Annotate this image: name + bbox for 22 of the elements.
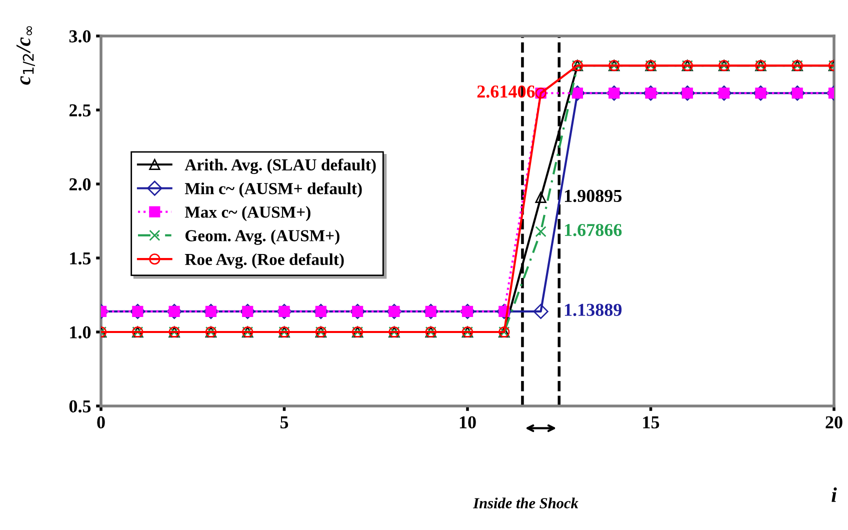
legend-label: Max c~ (AUSM+) — [184, 206, 310, 222]
x-tick-label: 5 — [280, 416, 288, 428]
text: Inside the Shock — [472, 498, 578, 508]
data-label: 1.90895 — [564, 190, 622, 202]
y-tick-label: 2.5 — [69, 104, 91, 117]
y-tick-label: 3.0 — [69, 30, 91, 43]
data-label: 1.67866 — [564, 224, 622, 236]
x-tick-label: 20 — [826, 416, 842, 428]
x-tick-label: 10 — [460, 416, 476, 428]
legend-label: Min c~ (AUSM+ default) — [184, 182, 362, 198]
y-axis-title: c$_{1/2}$/c$_{∞}$ — [16, 26, 35, 85]
y-tick-label: 0.5 — [69, 400, 91, 413]
x-axis-title: i — [832, 487, 837, 502]
legend-label: Geom. Avg. (AUSM+) — [185, 230, 340, 245]
legend-label: Roe Avg. (Roe default) — [184, 253, 344, 269]
x-tick-label: 0 — [97, 416, 105, 428]
x-tick-label: 15 — [643, 416, 660, 428]
y-tick-label: 1.5 — [70, 252, 91, 265]
y-tick-label: 2.0 — [69, 178, 91, 191]
y-tick-label: 1.0 — [70, 326, 91, 339]
data-label: 1.13889 — [564, 304, 622, 316]
legend-label: Arith. Avg. (SLAU default) — [184, 158, 376, 174]
